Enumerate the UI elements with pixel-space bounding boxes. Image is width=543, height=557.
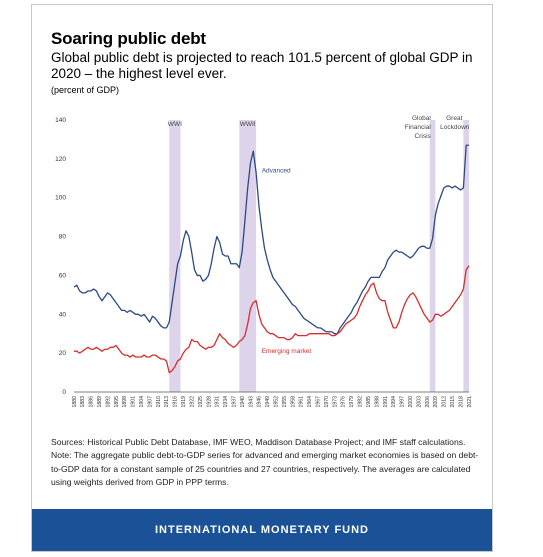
x-tick-label-1976: 1976 [341,396,347,408]
debt-line-chart: WWI WWII Global Financial Crisis Great Lockdow… [55,115,473,408]
chart-title: Soaring public debt [51,29,206,48]
x-tick-label-1910: 1910 [156,396,162,408]
shaded-period-2 [429,120,436,392]
x-tick-label-1907: 1907 [147,396,153,408]
x-tick-label-1880: 1880 [72,396,78,408]
y-tick-label-100: 100 [55,195,66,202]
x-tick-label-1931: 1931 [215,396,221,408]
x-tick-label-1904: 1904 [139,396,145,408]
x-tick-label-1964: 1964 [307,396,313,408]
period-label-great-lockdown: Great Lockdown [440,115,470,131]
chart-subtitle: Global public debt is projected to reach… [51,50,473,81]
x-tick-label-1958: 1958 [290,396,296,408]
x-tick-label-1988: 1988 [374,396,380,408]
period-label-wwi: WWI [168,121,182,128]
chart-card: Soaring public debt Global public debt i… [31,4,493,552]
x-tick-label-1982: 1982 [358,396,364,408]
x-tick-label-2003: 2003 [416,396,422,408]
series-line-emerging-market [74,265,470,374]
note-text: Note: The aggregate public debt-to-GDP s… [51,450,479,487]
x-tick-label-1889: 1889 [97,396,103,408]
chart-unit-label: (percent of GDP) [51,85,120,95]
x-tick-label-1994: 1994 [391,396,397,408]
x-tick-label-1934: 1934 [223,396,229,408]
x-tick-label-1979: 1979 [349,396,355,408]
x-tick-label-2021: 2021 [467,396,473,408]
x-tick-label-1943: 1943 [248,396,254,408]
x-tick-label-1952: 1952 [274,396,280,408]
y-tick-label-80: 80 [59,234,67,241]
x-tick-label-2015: 2015 [450,396,456,408]
chart-notes: Sources: Historical Public Debt Database… [51,436,481,489]
imf-footer-banner: INTERNATIONAL MONETARY FUND [32,509,492,551]
x-tick-label-1901: 1901 [131,396,137,408]
shaded-period-0 [169,120,181,392]
x-tick-label-1892: 1892 [105,396,111,408]
y-tick-label-20: 20 [59,350,67,357]
x-tick-label-1919: 1919 [181,396,187,408]
x-tick-label-2012: 2012 [442,396,448,408]
shaded-period-3 [463,120,469,392]
period-label-wwii: WWII [240,121,256,128]
x-tick-label-1949: 1949 [265,396,271,408]
x-tick-label-2009: 2009 [433,396,439,408]
x-tick-label-1961: 1961 [299,396,305,408]
x-tick-label-2018: 2018 [458,396,464,408]
x-tick-label-1883: 1883 [80,396,86,408]
x-tick-label-1997: 1997 [400,396,406,408]
period-label-gfc: Global Financial Crisis [405,115,432,140]
x-tick-label-1985: 1985 [366,396,372,408]
x-tick-label-1937: 1937 [231,396,237,408]
x-tick-label-1895: 1895 [114,396,120,408]
x-tick-label-1925: 1925 [198,396,204,408]
series-line-advanced [73,144,469,335]
x-tick-label-1928: 1928 [206,396,212,408]
x-tick-label-1946: 1946 [257,396,263,408]
x-tick-label-2006: 2006 [425,396,431,408]
sources-text: Sources: Historical Public Debt Database… [51,437,466,447]
x-tick-label-1955: 1955 [282,396,288,408]
x-tick-label-1916: 1916 [173,396,179,408]
x-tick-label-1913: 1913 [164,396,170,408]
y-tick-label-60: 60 [59,272,67,279]
shaded-period-1 [239,120,257,392]
x-tick-label-1940: 1940 [240,396,246,408]
x-tick-label-1973: 1973 [332,396,338,408]
series-annotation-emerging-market: Emerging market [262,348,312,355]
x-tick-label-1886: 1886 [89,396,95,408]
x-tick-label-1970: 1970 [324,396,330,408]
x-tick-label-1991: 1991 [383,396,389,408]
y-tick-label-40: 40 [59,311,67,318]
x-tick-label-2000: 2000 [408,396,414,408]
series-annotation-advanced: Advanced [262,167,291,174]
x-tick-label-1922: 1922 [189,396,195,408]
y-tick-label-0: 0 [62,389,66,396]
x-tick-label-1898: 1898 [122,396,128,408]
y-tick-label-120: 120 [55,156,66,163]
y-tick-label-140: 140 [55,117,66,124]
x-tick-label-1967: 1967 [316,396,322,408]
